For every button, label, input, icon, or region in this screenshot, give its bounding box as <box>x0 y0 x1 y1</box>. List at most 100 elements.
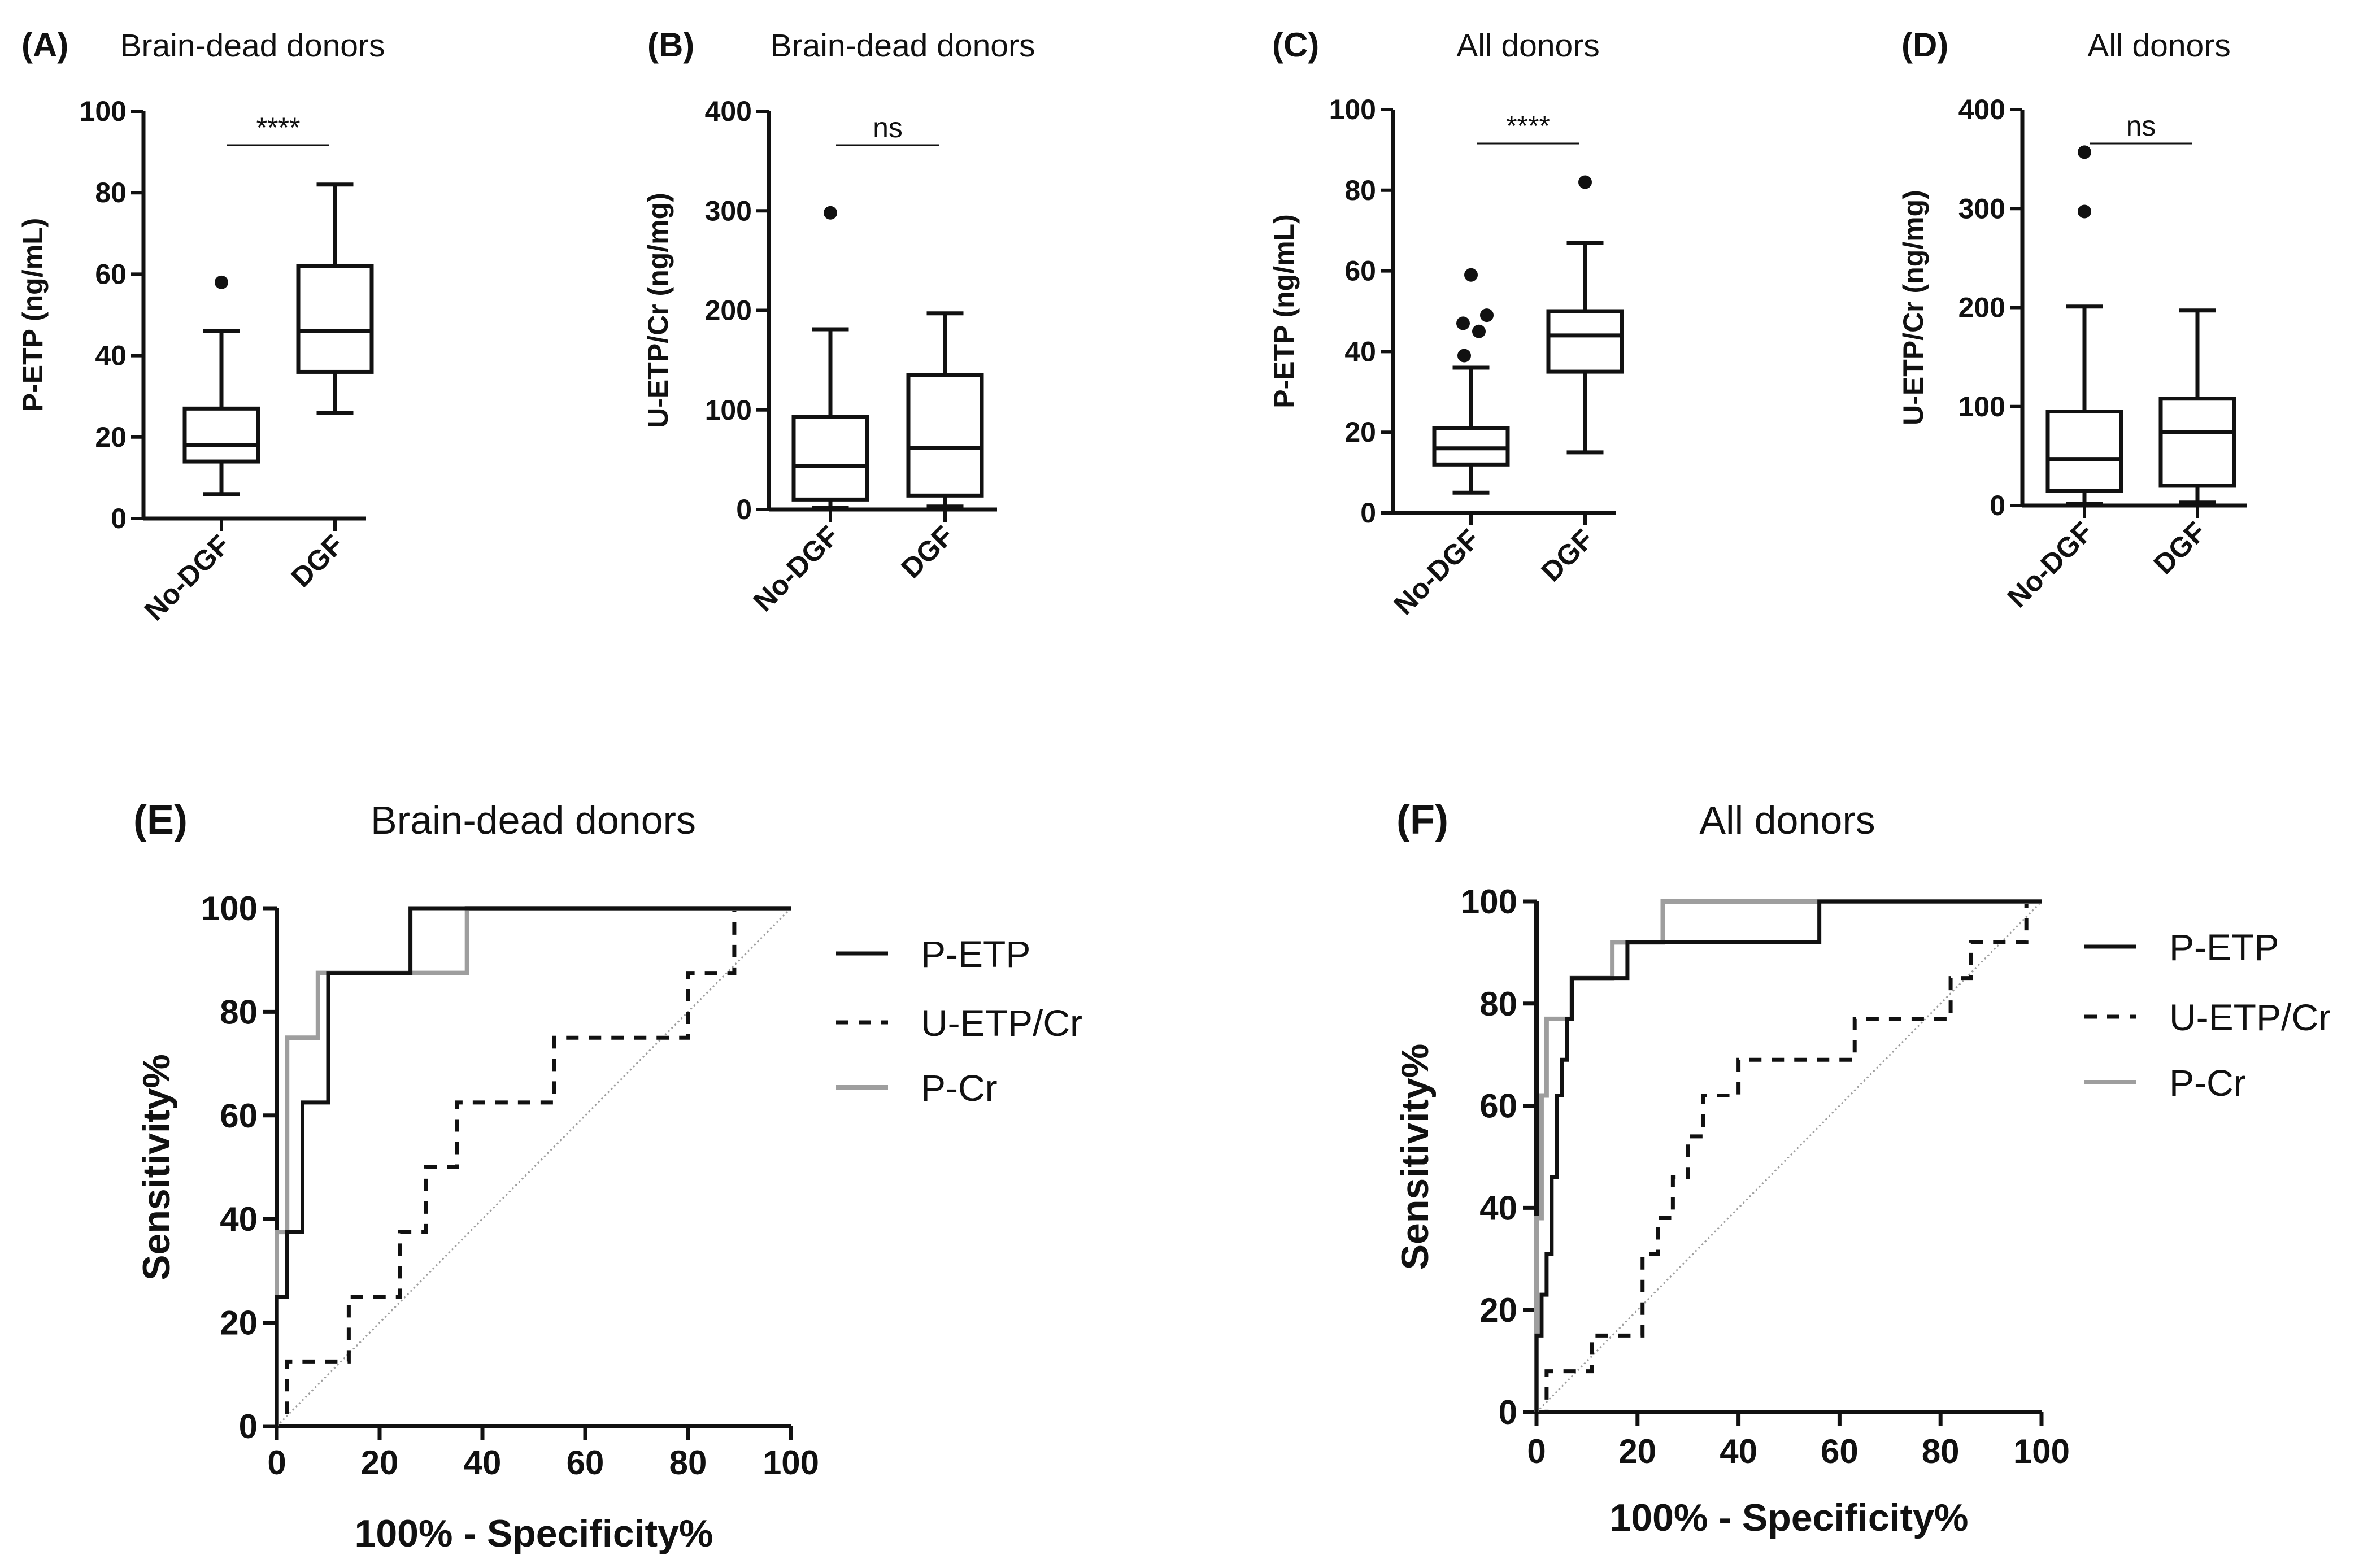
outlier-point <box>1578 175 1592 189</box>
box-dgf <box>906 311 984 509</box>
panel-label: (E) <box>133 798 188 843</box>
outlier-point <box>824 206 837 220</box>
y-tick-label: 200 <box>705 295 752 326</box>
legend-label: U-ETP/Cr <box>921 1002 1082 1044</box>
y-tick-label: 80 <box>220 993 258 1031</box>
x-axis-label: 100% - Specificity% <box>355 1512 713 1555</box>
y-tick-label: 20 <box>1479 1291 1517 1329</box>
panel-title: All donors <box>1699 798 1875 842</box>
x-tick-label: 80 <box>1922 1432 1960 1470</box>
y-tick-label: 60 <box>95 258 127 290</box>
box-no-dgf <box>791 206 869 509</box>
y-tick-label: 20 <box>1344 416 1376 448</box>
y-tick-label: 20 <box>95 421 127 453</box>
y-tick-label: 0 <box>736 494 752 525</box>
x-tick-label: 100 <box>763 1444 819 1482</box>
y-tick-label: 0 <box>1499 1393 1517 1431</box>
y-axis-label: U-ETP/Cr (ng/mg) <box>1897 190 1929 425</box>
x-tick-label: 60 <box>1821 1432 1859 1470</box>
panel-label: (B) <box>647 26 694 64</box>
y-axis-label: P-ETP (ng/mL) <box>1268 214 1300 408</box>
box-no-dgf <box>2045 145 2123 506</box>
y-tick-label: 0 <box>239 1408 258 1445</box>
outlier-point <box>1456 316 1470 330</box>
y-tick-label: 60 <box>1344 255 1376 287</box>
x-axis-label: 100% - Specificity% <box>1610 1496 1969 1539</box>
outlier-point <box>1480 308 1494 323</box>
box-iqr <box>296 264 374 374</box>
panel-title: Brain-dead donors <box>371 798 696 842</box>
y-axis-label: U-ETP/Cr (ng/mg) <box>642 193 674 428</box>
legend-label: P-Cr <box>2169 1062 2246 1104</box>
panel-title: All donors <box>1456 28 1599 64</box>
x-tick-label: 100 <box>2013 1432 2070 1470</box>
y-tick-label: 100 <box>1958 391 2005 423</box>
x-tick-label: 0 <box>267 1444 286 1482</box>
y-tick-label: 100 <box>705 394 752 426</box>
panel-label: (D) <box>1901 26 1948 64</box>
box-dgf <box>1546 175 1624 455</box>
y-tick-label: 20 <box>220 1304 258 1342</box>
y-axis-label: P-ETP (ng/mL) <box>17 218 49 412</box>
y-tick-label: 80 <box>1479 985 1517 1023</box>
outlier-point <box>1457 349 1471 363</box>
legend-label: P-ETP <box>921 933 1030 975</box>
legend-label: U-ETP/Cr <box>2169 996 2331 1038</box>
significance-label: ns <box>873 112 903 143</box>
significance-label: ns <box>2126 110 2156 142</box>
y-tick-label: 60 <box>220 1097 258 1135</box>
y-tick-label: 200 <box>1958 292 2005 324</box>
y-tick-label: 400 <box>705 95 752 127</box>
outlier-point <box>2078 204 2091 219</box>
y-tick-label: 80 <box>1344 175 1376 206</box>
y-tick-label: 40 <box>1344 336 1376 367</box>
y-tick-label: 400 <box>1958 94 2005 125</box>
roc-panel-1: (E) Brain-dead donors 0 20 40 60 80 100 0 20 40 60 8… <box>133 798 1082 1555</box>
y-tick-label: 80 <box>95 177 127 208</box>
significance-label: **** <box>256 112 301 143</box>
x-tick-label: 0 <box>1527 1432 1546 1470</box>
panel-label: (C) <box>1272 26 1319 64</box>
y-tick-label: 100 <box>80 95 127 127</box>
y-tick-label: 0 <box>1360 497 1376 529</box>
y-tick-label: 100 <box>201 890 258 927</box>
x-tick-label: 20 <box>1618 1432 1656 1470</box>
y-tick-label: 40 <box>95 340 127 372</box>
panel-title: Brain-dead donors <box>771 28 1035 64</box>
y-tick-label: 300 <box>1958 193 2005 224</box>
y-tick-label: 60 <box>1479 1087 1517 1125</box>
x-tick-label: 60 <box>567 1444 604 1482</box>
y-axis-label: Sensitivity% <box>135 1054 178 1280</box>
y-tick-label: 40 <box>1479 1189 1517 1227</box>
outlier-point <box>2078 145 2091 159</box>
box-iqr <box>1546 309 1624 374</box>
x-tick-label: 40 <box>464 1444 502 1482</box>
y-tick-label: 100 <box>1461 883 1517 921</box>
box-no-dgf <box>182 275 260 496</box>
box-iqr <box>906 373 984 498</box>
box-iqr <box>182 406 260 464</box>
y-tick-label: 100 <box>1329 94 1376 125</box>
box-iqr <box>2045 410 2123 493</box>
roc-panel-2: (F) All donors 0 20 40 60 80 100 0 20 40 60 80 100 Sen… <box>1394 798 2331 1539</box>
y-tick-label: 300 <box>705 195 752 227</box>
roc-line-p-etp <box>1534 899 2042 1412</box>
roc-line-u-etp-cr <box>277 906 791 1428</box>
legend-label: P-ETP <box>2169 926 2279 968</box>
roc-line-u-etp-cr <box>1537 899 2042 1414</box>
box-no-dgf <box>1432 268 1510 495</box>
outlier-point <box>1472 324 1486 338</box>
x-tick-label: 80 <box>669 1444 707 1482</box>
roc-line-p-etp <box>275 906 791 1426</box>
box-dgf <box>2158 308 2236 505</box>
y-tick-label: 0 <box>1990 490 2005 521</box>
box-iqr <box>2158 397 2236 488</box>
x-tick-label: 40 <box>1720 1432 1757 1470</box>
x-tick-label: 20 <box>361 1444 399 1482</box>
legend-label: P-Cr <box>921 1067 998 1109</box>
box-dgf <box>296 182 374 415</box>
panel-label: (F) <box>1396 798 1448 843</box>
outlier-point <box>1464 268 1478 282</box>
